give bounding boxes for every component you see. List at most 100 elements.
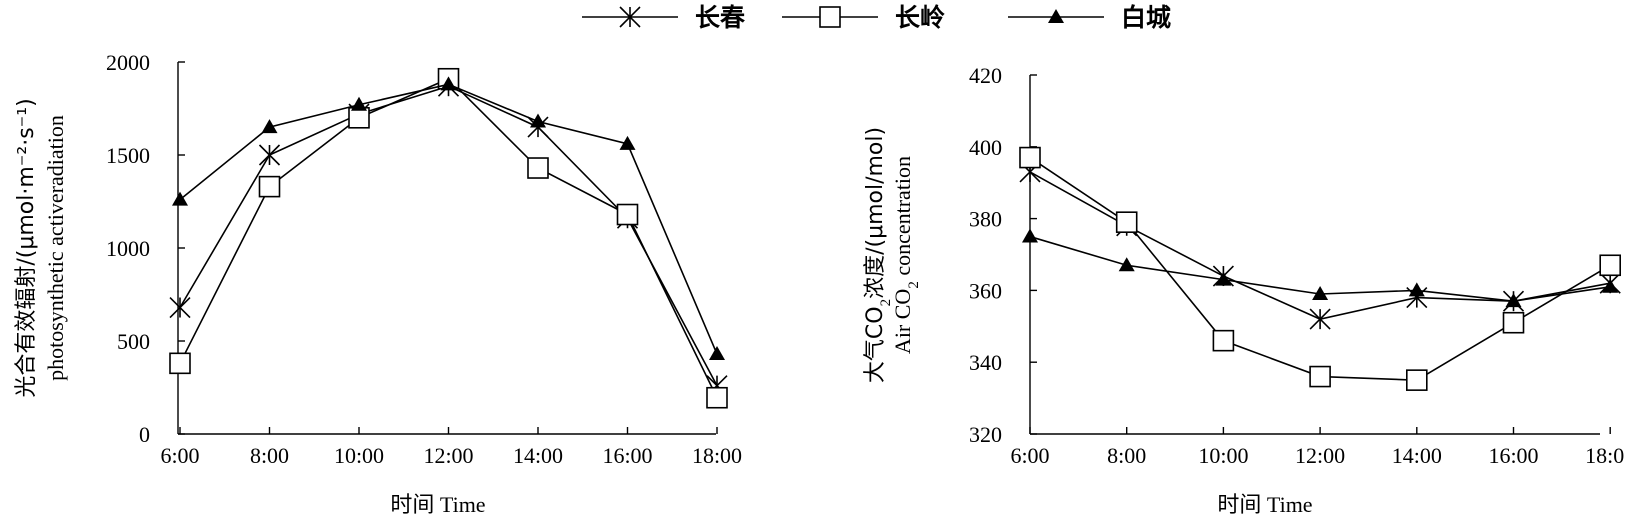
y-tick-label: 1000 bbox=[106, 236, 150, 261]
data-point bbox=[1312, 285, 1329, 300]
legend-label-changchun: 长春 bbox=[695, 3, 745, 32]
y-tick-label: 320 bbox=[969, 422, 1002, 447]
x-tick-label: 18:00 bbox=[1585, 443, 1625, 468]
data-point bbox=[527, 157, 549, 179]
legend-item-changling: 长岭 bbox=[782, 3, 945, 32]
y-tick-label: 2000 bbox=[106, 50, 150, 75]
x-tick-label: 6:00 bbox=[1010, 443, 1049, 468]
x-tick-label: 12:00 bbox=[423, 443, 473, 468]
co2-series bbox=[1019, 146, 1621, 391]
data-point bbox=[709, 346, 725, 361]
data-point bbox=[351, 96, 367, 111]
y-tick-label: 0 bbox=[139, 422, 150, 447]
data-point bbox=[1022, 228, 1038, 243]
legend-label-changling: 长岭 bbox=[895, 3, 945, 32]
x-tick-label: 18:00 bbox=[692, 443, 742, 468]
par-x-axis-title: 时间 Time bbox=[390, 492, 485, 518]
data-point bbox=[1019, 146, 1041, 169]
co2-x-title-cn: 时间 bbox=[1217, 493, 1261, 518]
asterisk-marker-icon bbox=[619, 6, 641, 28]
data-point bbox=[1118, 257, 1135, 272]
series-2 bbox=[172, 76, 725, 361]
x-tick-label: 16:00 bbox=[1488, 443, 1538, 468]
y-tick-label: 1500 bbox=[106, 143, 150, 168]
co2-y-title-en-pre: Air CO bbox=[890, 289, 915, 354]
data-point bbox=[1309, 365, 1331, 388]
x-tick-label: 12:00 bbox=[1295, 443, 1345, 468]
data-point bbox=[1309, 308, 1331, 330]
data-point bbox=[169, 296, 191, 319]
y-tick-label: 420 bbox=[969, 63, 1002, 88]
series-1 bbox=[169, 67, 728, 409]
co2-y-title-en-sub: 2 bbox=[906, 281, 922, 289]
legend: 长春 长岭 白城 bbox=[582, 3, 1171, 32]
data-point bbox=[1505, 293, 1522, 308]
series-line bbox=[1029, 156, 1611, 381]
data-point bbox=[258, 144, 281, 166]
co2-y-axis-title-cn: 大气CO2浓度/(μmol/mol) bbox=[863, 127, 894, 383]
co2-chart: 320 340 360 380 400 420 6:00 8:00 10:00 12:00 14:0… bbox=[863, 63, 1625, 518]
co2-y-title-cn-sub: 2 bbox=[878, 299, 894, 307]
y-tick-label: 340 bbox=[969, 350, 1002, 375]
legend-marker bbox=[1048, 9, 1064, 23]
data-point bbox=[616, 203, 639, 226]
x-tick-label: 14:00 bbox=[1392, 443, 1442, 468]
x-tick-label: 8:00 bbox=[1107, 443, 1146, 468]
data-point bbox=[172, 191, 188, 206]
co2-tick-labels: 320 340 360 380 400 420 6:00 8:00 10:00 12:00 14:0… bbox=[969, 63, 1625, 468]
data-point bbox=[619, 135, 636, 150]
series-line bbox=[179, 85, 718, 387]
data-point bbox=[1215, 271, 1232, 286]
par-axes bbox=[177, 61, 718, 435]
x-tick-label: 10:00 bbox=[1198, 443, 1248, 468]
par-y-axis-title-cn: 光合有效辐射/(μmol·m⁻²·s⁻¹) bbox=[14, 98, 39, 397]
data-point bbox=[258, 175, 281, 198]
co2-x-title-en: Time bbox=[1267, 492, 1313, 517]
series-0 bbox=[1019, 161, 1621, 330]
series-0 bbox=[169, 75, 728, 397]
data-point bbox=[1408, 282, 1425, 297]
par-x-title-cn: 时间 bbox=[390, 493, 434, 518]
data-point bbox=[1502, 311, 1525, 334]
x-tick-label: 14:00 bbox=[513, 443, 563, 468]
legend-label-baicheng: 白城 bbox=[1121, 3, 1171, 32]
data-point bbox=[169, 352, 191, 375]
y-tick-label: 380 bbox=[969, 207, 1002, 232]
par-y-axis-title-en: photosynthetic activeradiation bbox=[43, 115, 68, 381]
data-point bbox=[261, 119, 278, 134]
data-point bbox=[1406, 369, 1428, 391]
data-point bbox=[440, 76, 457, 91]
data-point bbox=[1602, 278, 1619, 293]
x-tick-label: 10:00 bbox=[334, 443, 384, 468]
co2-y-axis-title-en: Air CO2 concentration bbox=[890, 156, 922, 354]
series-2 bbox=[1022, 228, 1619, 308]
co2-y-title-cn-pre: 大气CO bbox=[863, 306, 888, 383]
data-point bbox=[1212, 329, 1235, 352]
legend-item-baicheng: 白城 bbox=[1008, 3, 1171, 32]
series-1 bbox=[1019, 146, 1621, 391]
data-point bbox=[530, 113, 546, 128]
legend-marker bbox=[819, 6, 841, 28]
series-line bbox=[179, 77, 718, 399]
data-point bbox=[1115, 211, 1138, 233]
co2-y-title-cn-post: 浓度/(μmol/mol) bbox=[863, 127, 888, 299]
data-point bbox=[1599, 254, 1621, 277]
par-x-title-en: Time bbox=[440, 492, 486, 517]
y-tick-label: 500 bbox=[117, 329, 150, 354]
y-tick-label: 400 bbox=[969, 135, 1002, 160]
x-tick-label: 6:00 bbox=[160, 443, 199, 468]
x-tick-label: 8:00 bbox=[250, 443, 289, 468]
open-square-marker-icon bbox=[819, 6, 841, 28]
par-series bbox=[169, 67, 728, 409]
legend-marker bbox=[619, 6, 641, 28]
y-tick-label: 360 bbox=[969, 278, 1002, 303]
x-tick-label: 16:00 bbox=[602, 443, 652, 468]
co2-y-title-en-post: concentration bbox=[890, 156, 915, 281]
legend-item-changchun: 长春 bbox=[582, 3, 745, 32]
par-tick-labels: 0 500 1000 1500 2000 6:00 8:00 10:00 12:00 14:00 1… bbox=[106, 50, 742, 468]
par-chart: 0 500 1000 1500 2000 6:00 8:00 10:00 12:00 14:00 1… bbox=[14, 50, 742, 518]
data-point bbox=[706, 386, 728, 409]
filled-triangle-marker-icon bbox=[1048, 9, 1064, 23]
data-point bbox=[348, 107, 370, 129]
